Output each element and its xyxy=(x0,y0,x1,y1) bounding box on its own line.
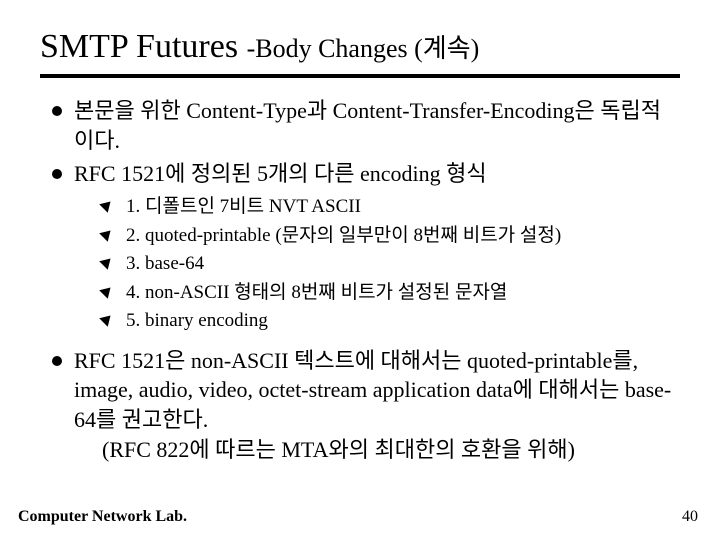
footer-lab: Computer Network Lab. xyxy=(18,508,187,526)
sub-bullet-item: 3. base-64 xyxy=(102,250,680,279)
sub-bullet-list: 1. 디폴트인 7비트 NVT ASCII 2. quoted-printabl… xyxy=(74,193,680,336)
sub-bullet-item: 2. quoted-printable (문자의 일부만이 8번째 비트가 설정… xyxy=(102,222,680,251)
sub-bullet-item: 5. binary encoding xyxy=(102,307,680,336)
bullet-list: 본문을 위한 Content-Type과 Content-Transfer-En… xyxy=(40,96,680,464)
sub-bullet-text: 3. base-64 xyxy=(126,253,204,274)
sub-bullet-text: 4. non-ASCII 형태의 8번째 비트가 설정된 문자열 xyxy=(126,282,507,303)
slide: SMTP Futures -Body Changes (계속) 본문을 위한 C… xyxy=(0,0,720,540)
title-divider xyxy=(40,74,680,78)
title-sub: -Body Changes (계속) xyxy=(247,34,480,63)
bullet-text: RFC 1521은 non-ASCII 텍스트에 대해서는 quoted-pri… xyxy=(74,348,671,432)
sub-bullet-text: 2. quoted-printable (문자의 일부만이 8번째 비트가 설정… xyxy=(126,225,561,246)
bullet-text: 본문을 위한 Content-Type과 Content-Transfer-En… xyxy=(74,98,661,153)
bullet-text: RFC 1521에 정의된 5개의 다른 encoding 형식 xyxy=(74,161,487,186)
slide-title: SMTP Futures -Body Changes (계속) xyxy=(40,28,680,66)
sub-bullet-text: 5. binary encoding xyxy=(126,310,268,331)
sub-bullet-item: 4. non-ASCII 형태의 8번째 비트가 설정된 문자열 xyxy=(102,279,680,308)
title-main: SMTP Futures xyxy=(40,28,247,65)
bullet-text-indent: (RFC 822에 따르는 MTA와의 최대한의 호환을 위해) xyxy=(74,435,680,465)
sub-bullet-text: 1. 디폴트인 7비트 NVT ASCII xyxy=(126,196,361,217)
bullet-item: 본문을 위한 Content-Type과 Content-Transfer-En… xyxy=(52,96,680,155)
sub-bullet-item: 1. 디폴트인 7비트 NVT ASCII xyxy=(102,193,680,222)
bullet-item: RFC 1521은 non-ASCII 텍스트에 대해서는 quoted-pri… xyxy=(52,346,680,465)
bullet-item: RFC 1521에 정의된 5개의 다른 encoding 형식 1. 디폴트인… xyxy=(52,159,680,335)
page-number: 40 xyxy=(682,508,698,526)
